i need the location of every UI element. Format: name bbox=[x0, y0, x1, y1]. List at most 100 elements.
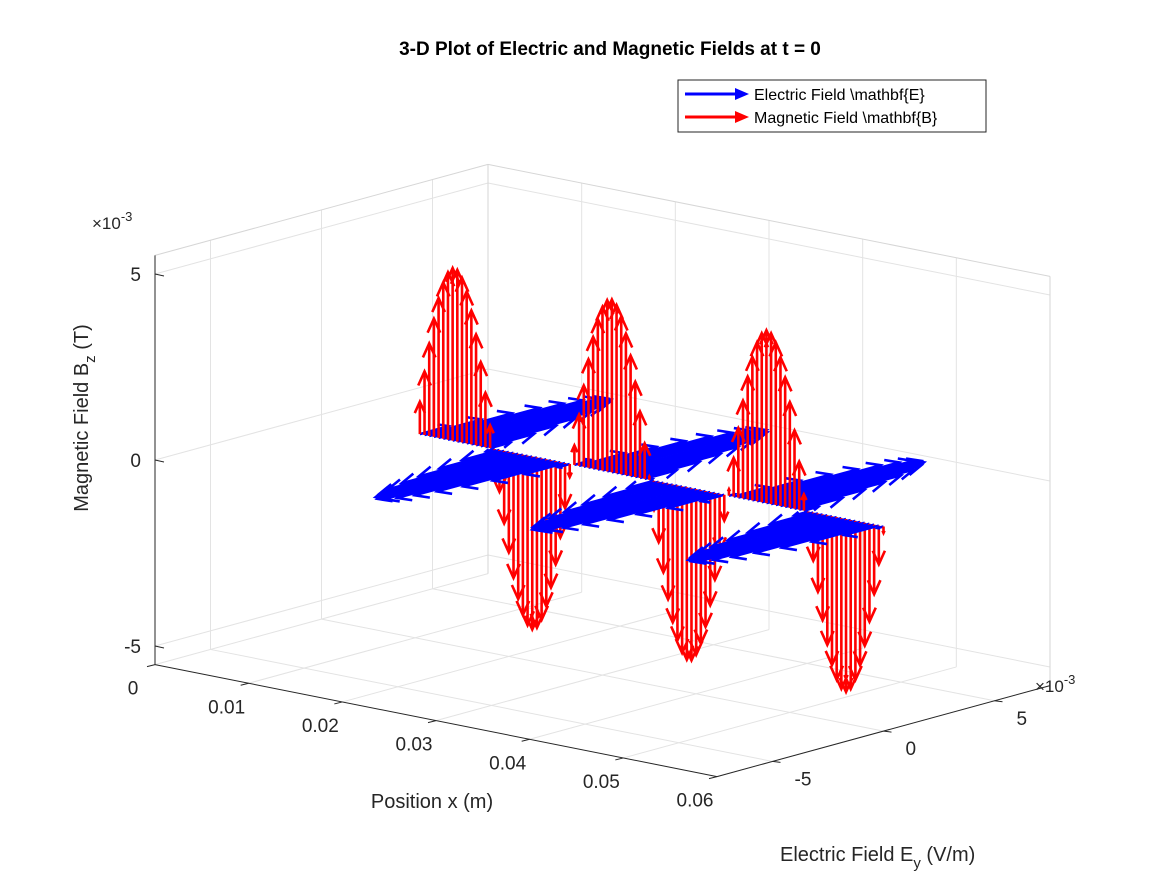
electric-field-arrow-head bbox=[898, 465, 917, 481]
electric-field-arrow-shaft bbox=[754, 521, 866, 555]
electric-field-arrow-head bbox=[460, 475, 479, 491]
magnetic-field-arrow bbox=[566, 463, 573, 481]
electric-field-arrow-head bbox=[411, 484, 431, 499]
magnetic-field-arrow bbox=[861, 523, 877, 625]
magnetic-field-arrow bbox=[477, 389, 493, 448]
electric-field-arrow-shaft bbox=[843, 524, 880, 537]
magnetic-field-arrow-head bbox=[463, 307, 479, 326]
magnetic-field-arrow bbox=[454, 274, 470, 443]
y-tick bbox=[883, 730, 892, 733]
x-tick bbox=[334, 701, 343, 705]
magnetic-field-arrow-head bbox=[693, 629, 709, 647]
electric-field-arrow-shaft bbox=[456, 398, 612, 443]
z-tick bbox=[154, 273, 165, 277]
magnetic-field-arrow-head bbox=[637, 440, 652, 457]
electric-field-arrow-shaft bbox=[375, 454, 528, 499]
magnetic-field-arrow bbox=[570, 442, 579, 465]
magnetic-field-arrow-head bbox=[777, 374, 793, 392]
x-tick bbox=[427, 720, 437, 724]
magnetic-field-arrow bbox=[623, 352, 639, 477]
electric-field-arrow-head bbox=[433, 480, 453, 496]
electric-field-arrow-head bbox=[728, 546, 748, 561]
electric-field-arrow-shaft bbox=[667, 492, 720, 510]
electric-field-arrow bbox=[480, 421, 560, 448]
magnetic-field-arrow bbox=[627, 378, 643, 478]
magnetic-field-arrow-head bbox=[566, 471, 573, 481]
electric-field-arrow-shaft bbox=[485, 432, 535, 449]
electric-field-arrow bbox=[485, 430, 538, 449]
z-axis-label: Magnetic Field Bz (T) bbox=[71, 324, 99, 512]
magnetic-field-arrow bbox=[866, 524, 882, 598]
electric-field-arrow bbox=[489, 440, 514, 450]
legend-arrowhead-magnetic bbox=[735, 111, 749, 123]
electric-field-arrow-head bbox=[580, 513, 600, 528]
magnetic-field-arrow bbox=[800, 491, 808, 511]
magnetic-field-arrow bbox=[647, 473, 652, 480]
electric-field-arrow-shaft bbox=[798, 496, 843, 511]
electric-field-arrow-head bbox=[634, 503, 653, 518]
quiver-layer bbox=[372, 264, 928, 696]
gridline-z-side bbox=[154, 368, 489, 461]
electric-field-arrow-shaft bbox=[770, 461, 925, 506]
electric-field-arrow-shaft bbox=[811, 523, 875, 543]
magnetic-field-arrow bbox=[871, 525, 887, 568]
magnetic-field-arrow-head bbox=[632, 408, 648, 426]
electric-field-arrow-shaft bbox=[379, 453, 524, 496]
electric-field-arrow-shaft bbox=[611, 428, 767, 474]
magnetic-field-arrow-head bbox=[866, 579, 882, 598]
z-tick-label: 0 bbox=[130, 451, 141, 472]
x-tick-label: 0.04 bbox=[489, 753, 526, 774]
magnetic-field-arrow bbox=[718, 494, 730, 524]
x-tick-label: 0.02 bbox=[302, 716, 339, 737]
magnetic-field-arrow-head bbox=[698, 612, 714, 631]
legend-arrowhead-electric bbox=[735, 88, 749, 100]
electric-field-arrow-head bbox=[540, 421, 560, 437]
electric-field-arrow-shaft bbox=[794, 488, 866, 511]
magnetic-field-arrow-head bbox=[609, 301, 625, 320]
magnetic-field-arrow-head bbox=[473, 358, 489, 377]
magnetic-field-arrow bbox=[782, 398, 798, 508]
magnetic-field-arrow-head bbox=[627, 378, 643, 397]
magnetic-field-arrow-head bbox=[570, 442, 579, 453]
z-exponent-label: ×10-3 bbox=[92, 209, 132, 233]
electric-field-arrow-shaft bbox=[634, 452, 721, 479]
magnetic-field-arrow-head bbox=[707, 565, 723, 584]
magnetic-field-arrow-head bbox=[871, 550, 887, 568]
electric-field-arrow-shaft bbox=[588, 439, 686, 469]
y-tick-label: -5 bbox=[795, 769, 812, 790]
electric-field-arrow bbox=[433, 458, 552, 496]
electric-field-arrow-shaft bbox=[688, 516, 842, 562]
magnetic-field-arrow-head bbox=[548, 549, 564, 568]
axes-layer bbox=[146, 255, 1051, 780]
magnetic-field-arrow bbox=[618, 330, 634, 476]
electric-field-arrow-shaft bbox=[690, 515, 838, 559]
electric-field-arrow-shaft bbox=[438, 402, 565, 440]
electric-field-arrow-head bbox=[650, 477, 656, 481]
electric-field-arrow-head bbox=[489, 469, 509, 485]
magnetic-field-arrow-head bbox=[718, 511, 730, 524]
electric-field-arrow bbox=[544, 487, 697, 534]
electric-field-arrow bbox=[688, 517, 847, 566]
magnetic-field-arrow bbox=[881, 526, 886, 537]
electric-field-arrow-shaft bbox=[627, 479, 655, 490]
magnetic-field-arrow-head bbox=[857, 631, 873, 649]
electric-field-arrow bbox=[634, 491, 716, 518]
x-tick bbox=[240, 682, 249, 686]
magnetic-field-arrow bbox=[857, 522, 873, 649]
electric-field-arrow-head bbox=[684, 458, 703, 473]
electric-field-arrow bbox=[696, 518, 852, 565]
magnetic-field-arrow-head bbox=[557, 493, 573, 512]
magnetic-field-arrow-head bbox=[534, 605, 550, 624]
electric-field-arrow-shaft bbox=[547, 487, 697, 531]
x-tick bbox=[708, 776, 718, 780]
y-tick bbox=[772, 760, 781, 763]
electric-field-arrow bbox=[728, 520, 861, 561]
electric-field-arrow-shaft bbox=[447, 397, 599, 441]
electric-field-arrow-head bbox=[696, 550, 715, 565]
electric-field-arrow-head bbox=[826, 494, 846, 509]
x-tick-label: 0.06 bbox=[677, 791, 714, 812]
magnetic-field-arrow bbox=[485, 422, 495, 449]
x-tick-label: 0.03 bbox=[396, 735, 433, 756]
electric-field-arrow bbox=[803, 504, 822, 512]
electric-field-arrow-shaft bbox=[384, 456, 538, 501]
